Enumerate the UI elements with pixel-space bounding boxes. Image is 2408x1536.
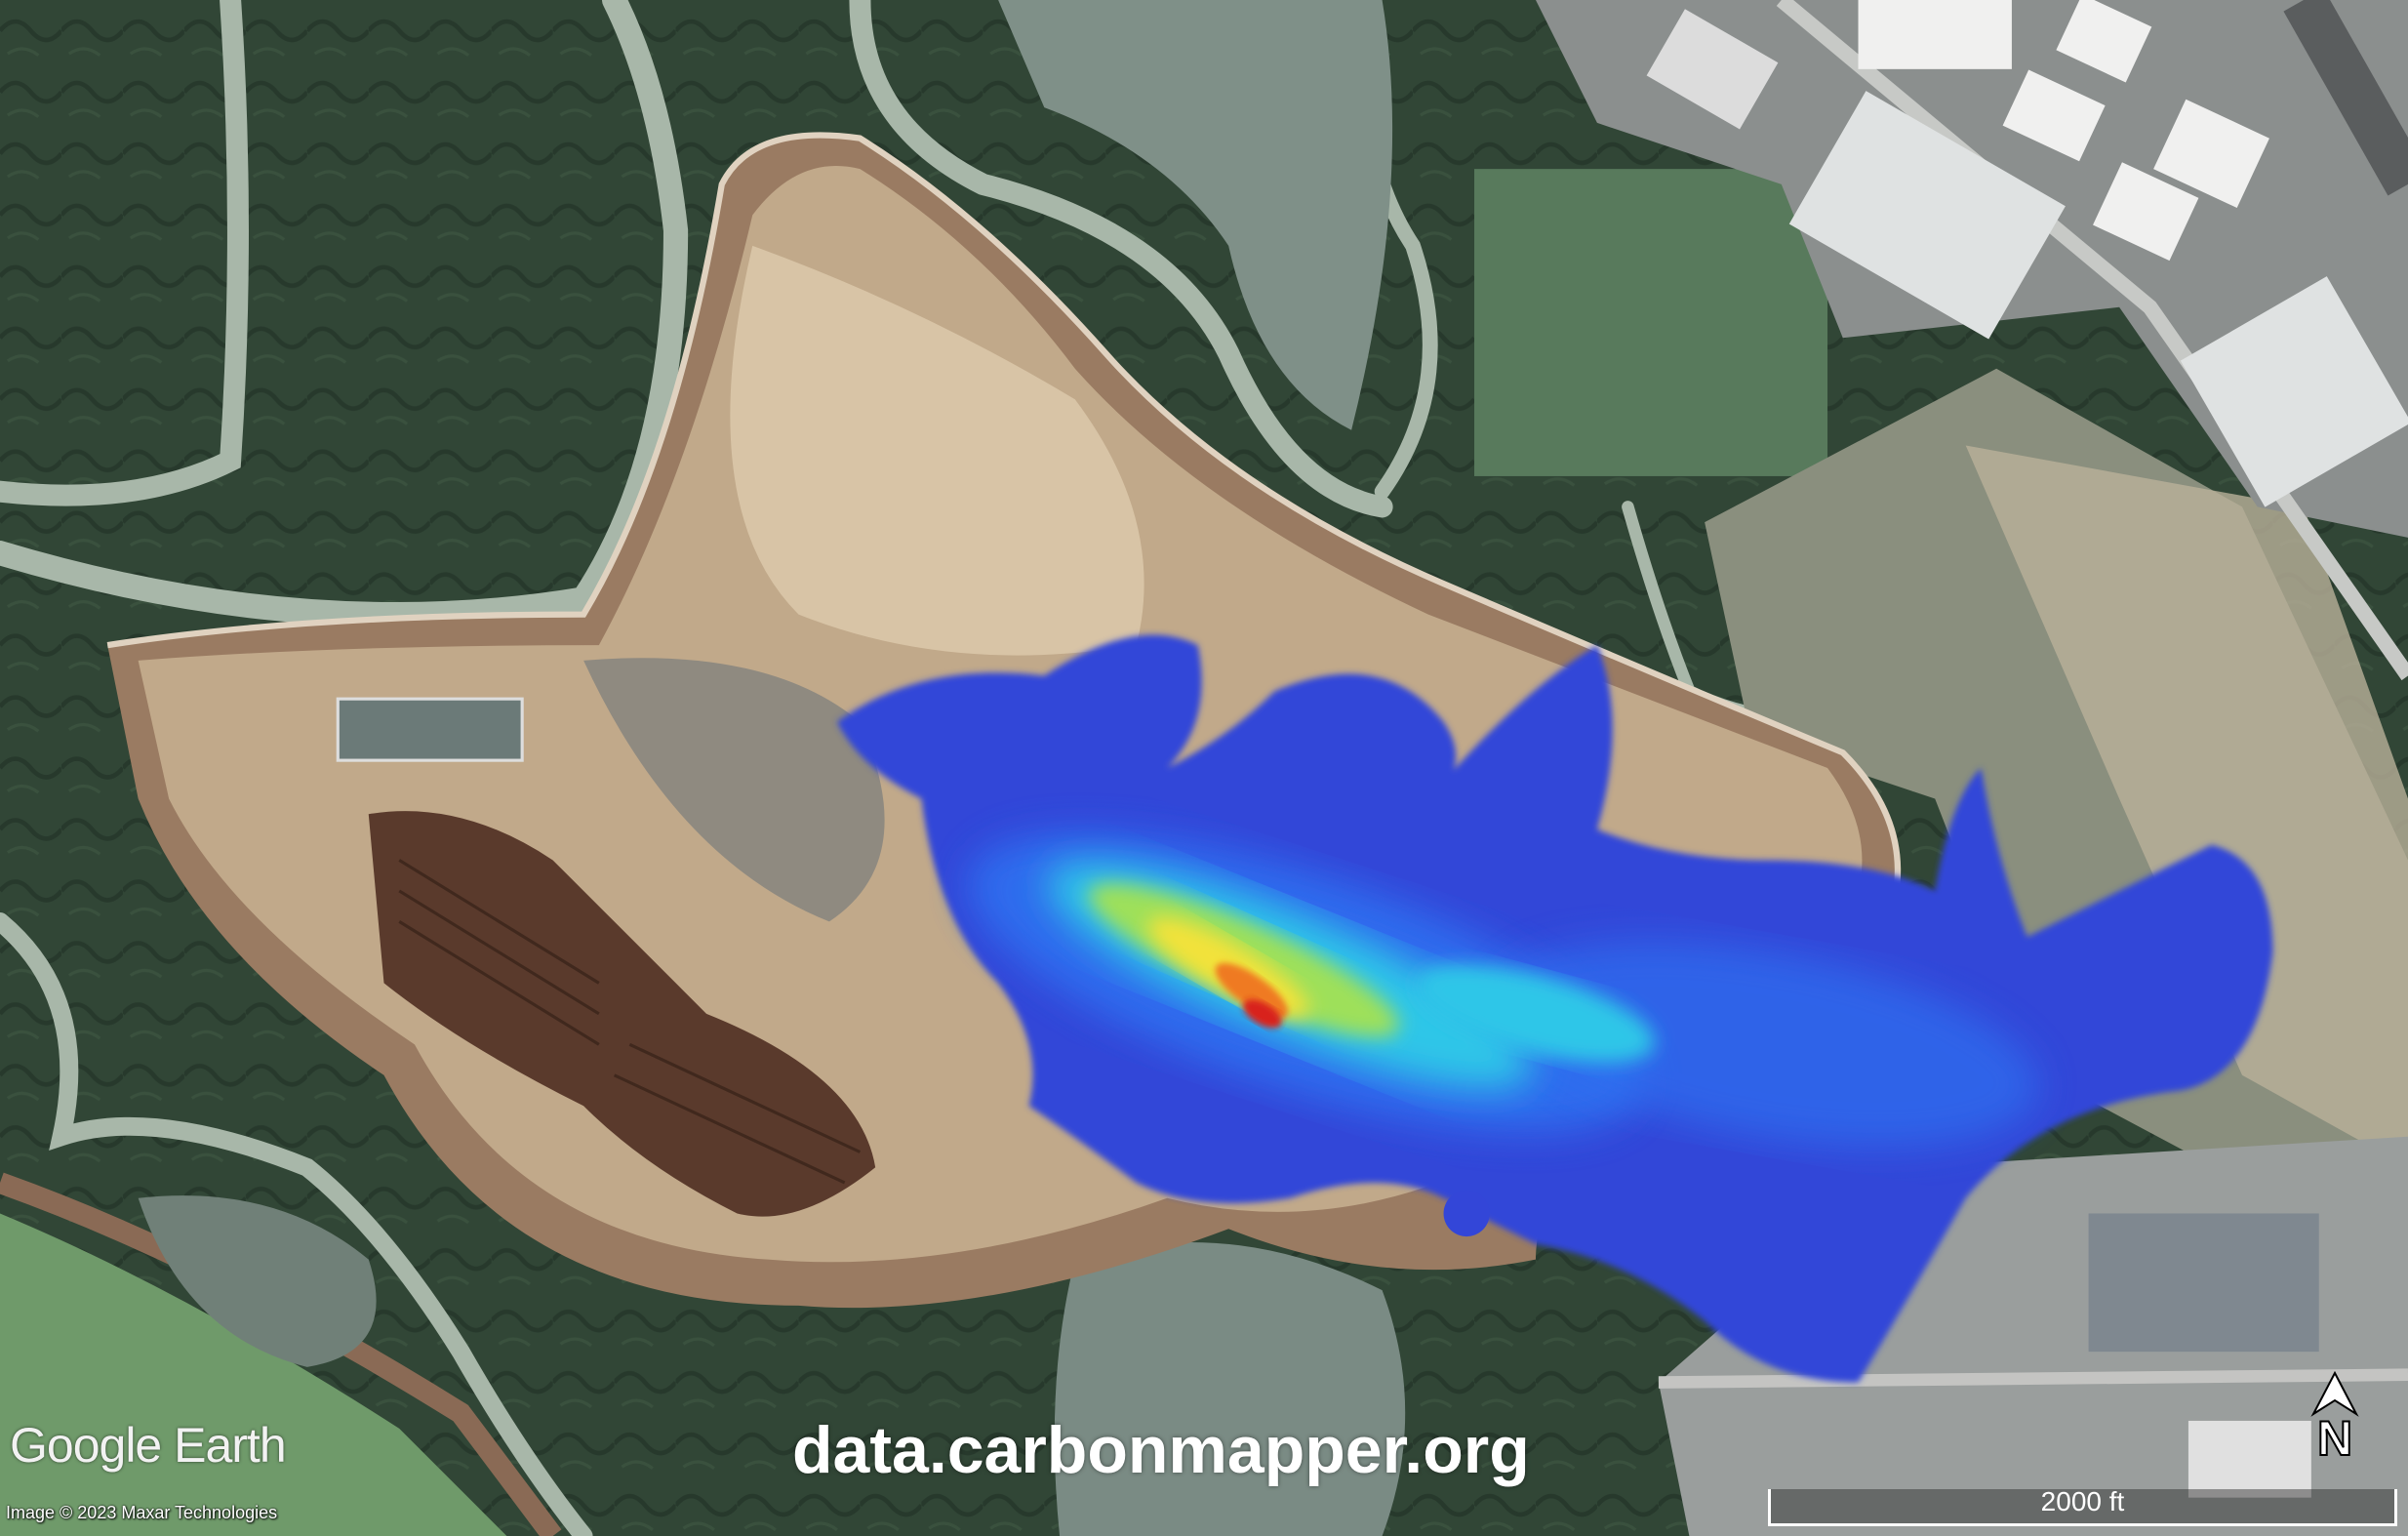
industrial-area bbox=[1535, 0, 2408, 681]
scale-bar-label: 2000 ft bbox=[2040, 1486, 2125, 1516]
google-earth-logo: Google Earth bbox=[10, 1418, 287, 1473]
field-area bbox=[0, 1213, 507, 1536]
imagery-credit: Image © 2023 Maxar Technologies bbox=[6, 1503, 278, 1522]
wetland bbox=[1474, 169, 1828, 476]
pond bbox=[138, 1195, 377, 1367]
scale-bar: 2000 ft bbox=[1768, 1486, 2397, 1526]
north-arrow: N bbox=[2306, 1371, 2364, 1469]
methane-plume bbox=[836, 634, 2273, 1383]
north-label: N bbox=[2316, 1410, 2353, 1467]
compost-area bbox=[368, 811, 876, 1217]
north-arrow-icon bbox=[2310, 1371, 2359, 1417]
pond bbox=[1054, 1241, 1406, 1536]
carbonmapper-watermark: data.carbonmapper.org bbox=[792, 1413, 1530, 1487]
pond bbox=[998, 0, 1393, 430]
